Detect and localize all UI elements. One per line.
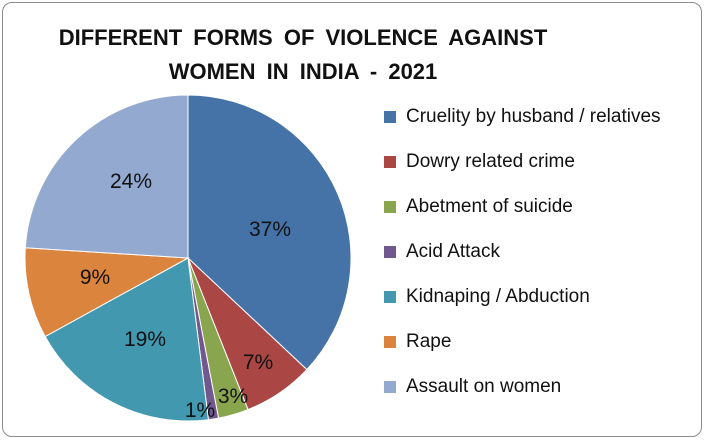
pie-label-acid-attack: 1% xyxy=(185,399,215,422)
pie-label-rape: 9% xyxy=(80,266,110,289)
legend-label: Assault on women xyxy=(406,376,562,397)
legend-swatch xyxy=(384,156,396,168)
legend-label: Cruelity by husband / relatives xyxy=(406,106,661,127)
pie-slice-assault xyxy=(24,94,189,259)
pie-label-dowry: 7% xyxy=(243,351,273,374)
pie-label-kidnapping: 19% xyxy=(124,328,166,351)
legend-label: Acid Attack xyxy=(406,241,500,262)
pie-label-assault: 24% xyxy=(110,170,152,193)
pie-slice-kidnapping xyxy=(44,257,209,422)
chart-title: DIFFERENT FORMS OF VIOLENCE AGAINST WOME… xyxy=(43,21,563,89)
legend-swatch xyxy=(384,381,396,393)
legend-swatch xyxy=(384,111,396,123)
pie-slice-cruelty xyxy=(187,94,352,371)
legend-label: Dowry related crime xyxy=(406,151,575,172)
chart-title-line-2: WOMEN IN INDIA - 2021 xyxy=(168,59,438,84)
pie-label-cruelty: 37% xyxy=(249,218,291,241)
chart-title-line-1: DIFFERENT FORMS OF VIOLENCE AGAINST xyxy=(58,25,548,50)
legend-swatch xyxy=(384,336,396,348)
legend-swatch xyxy=(384,246,396,258)
legend-label: Abetment of suicide xyxy=(406,196,573,217)
legend-swatch xyxy=(384,201,396,213)
legend-label: Kidnaping / Abduction xyxy=(406,286,590,307)
legend-label: Rape xyxy=(406,331,452,352)
pie-slice-rape xyxy=(24,247,190,338)
pie-label-abetment: 3% xyxy=(218,385,248,408)
legend-swatch xyxy=(384,291,396,303)
